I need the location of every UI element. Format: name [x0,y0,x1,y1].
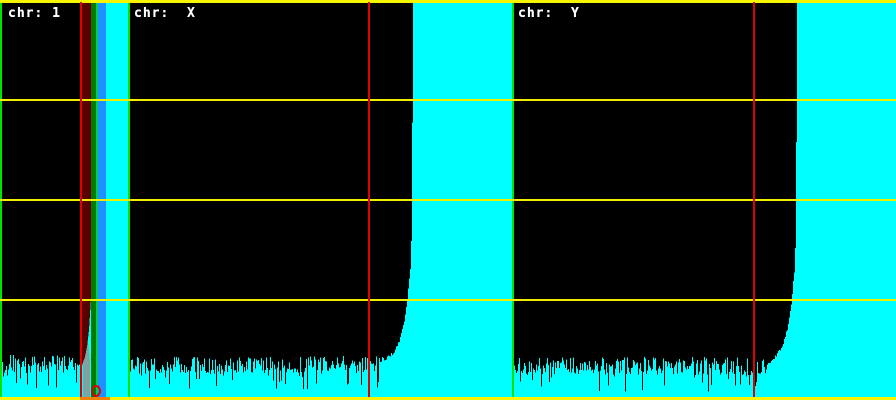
gridline-1 [0,199,896,201]
signal-area-panel-0 [2,3,80,389]
red-line-panel-2 [753,2,755,397]
orange-bottom-segment [80,397,110,400]
red-ellipse-marker [91,385,101,397]
border-bottom [0,397,896,400]
panel-label-chrX: chr: X [134,6,196,21]
red-line-panel-1 [368,2,370,397]
panel-label-chr1: chr: 1 [8,6,61,21]
gridline-2 [0,299,896,301]
signal-area-panel-1 [130,3,413,390]
panel-label-chrY: chr: Y [518,6,580,21]
maroon-density [82,3,91,366]
red-line-panel-0 [80,2,82,397]
border-top [0,0,896,3]
gridline-0 [0,99,896,101]
